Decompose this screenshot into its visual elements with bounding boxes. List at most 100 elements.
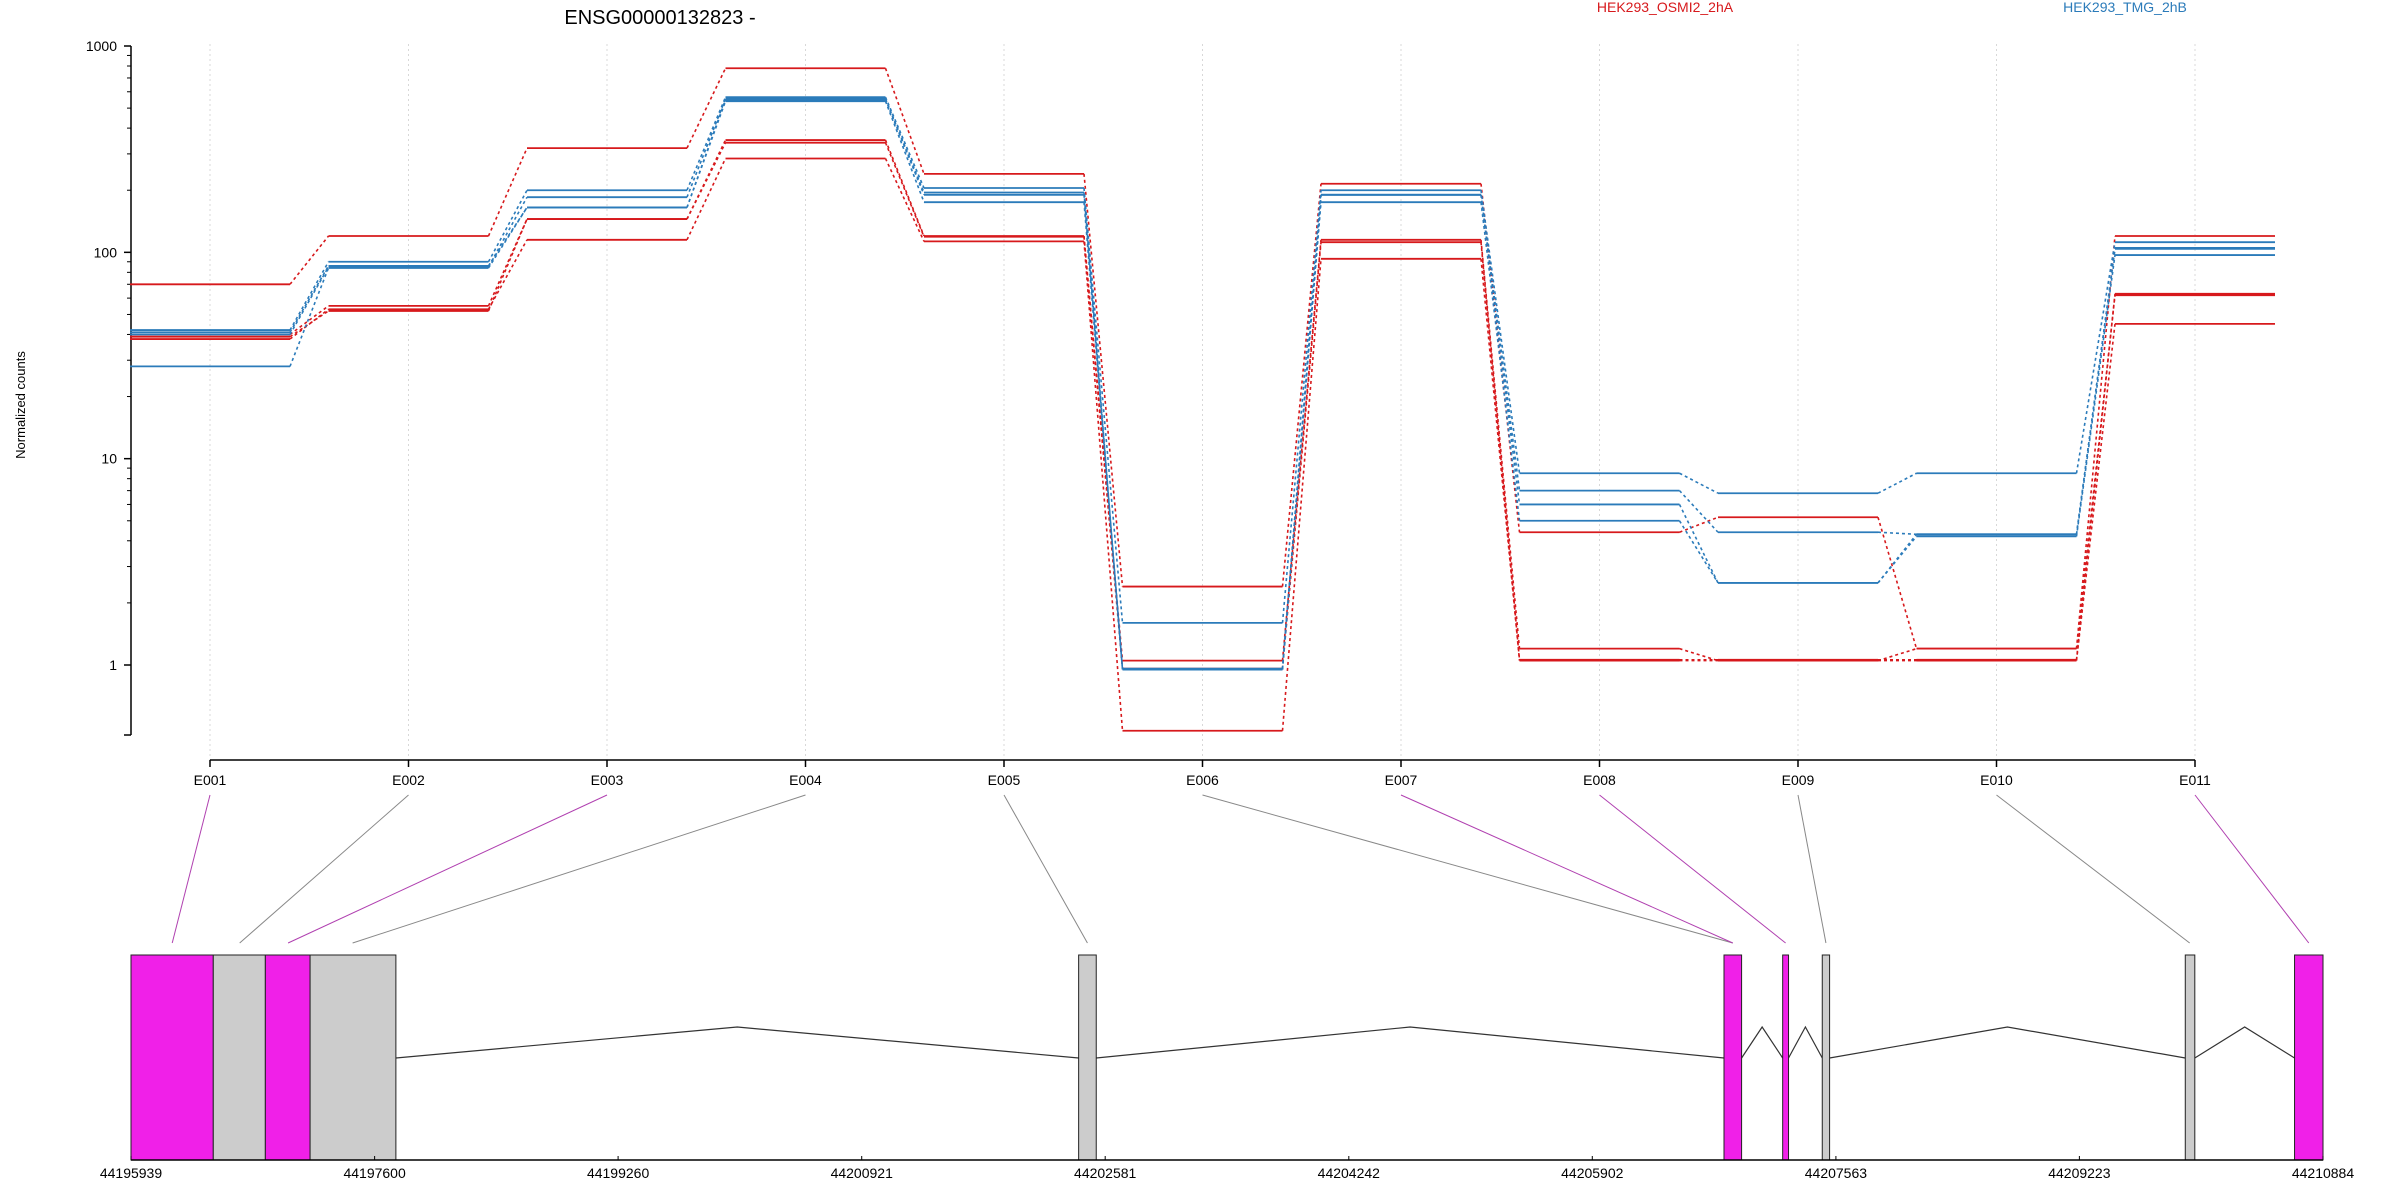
series-lines	[130, 67, 2275, 732]
intron-line	[1096, 1026, 1725, 1059]
series-connector	[686, 142, 727, 220]
series-connector	[1480, 239, 1521, 649]
x-axis: E001 E002 E003 E004 E005 E006 E007 E008 E009 E010…	[194, 759, 2211, 788]
exon-block	[1078, 954, 1097, 1161]
series-connector	[487, 207, 528, 269]
series-connector	[884, 99, 925, 196]
connector-line	[287, 794, 608, 944]
legend-entry-a: HEK293_OSMI2_2hA	[1597, 0, 1734, 15]
series-connector	[686, 158, 727, 241]
connector-line	[1003, 794, 1088, 944]
series-connector	[289, 310, 329, 338]
series-connector	[686, 98, 727, 198]
connector-line	[1599, 794, 1786, 944]
x-tick-label: E011	[2179, 772, 2211, 788]
x-tick-label: E010	[1980, 772, 2013, 788]
series-connector	[884, 96, 925, 189]
series-connector	[686, 67, 727, 149]
x-tick-label: E003	[591, 772, 624, 788]
exon-connectors	[171, 794, 2310, 944]
coord-tick-label: 44210884	[2292, 1165, 2355, 1181]
y-tick-label: 1000	[86, 38, 117, 54]
intron-line	[395, 1026, 1079, 1059]
series-connector	[1083, 173, 1124, 587]
gene-model	[130, 954, 2324, 1161]
series-connector	[1083, 187, 1124, 623]
series-connector	[1877, 472, 1917, 494]
exon-block	[1782, 954, 1790, 1161]
connector-line	[2194, 794, 2310, 944]
series-connector	[487, 218, 528, 307]
coord-tick-label: 44195939	[100, 1165, 163, 1181]
coord-tick-label: 44209223	[2048, 1165, 2111, 1181]
series-connector	[1281, 242, 1322, 669]
y-axis-label: Normalized counts	[13, 351, 28, 459]
coord-tick-label: 44204242	[1318, 1165, 1381, 1181]
series-connector	[289, 266, 330, 335]
gridlines	[209, 44, 2196, 760]
series-connector	[1480, 258, 1521, 661]
series-connector	[487, 218, 528, 312]
series-connector	[289, 308, 329, 340]
exon-block	[212, 954, 266, 1161]
series-connector	[1281, 258, 1322, 731]
y-tick-label: 10	[101, 451, 117, 467]
series-connector	[1679, 472, 1719, 494]
series-connector	[289, 267, 330, 367]
series-connector	[1877, 535, 1918, 584]
series-connector	[884, 100, 925, 203]
x-tick-label: E006	[1186, 772, 1219, 788]
coord-tick-label: 44207563	[1805, 1165, 1868, 1181]
series-connector	[1877, 517, 1918, 649]
series-connector	[1281, 202, 1322, 669]
legend-entry-b: HEK293_TMG_2hB	[2063, 0, 2187, 15]
exon-block	[264, 954, 311, 1161]
series-connector	[1480, 202, 1521, 521]
exon-block	[2294, 954, 2324, 1161]
series-connector	[1480, 190, 1521, 474]
series-connector	[1678, 520, 1719, 584]
series-connector	[884, 67, 925, 175]
x-tick-label: E008	[1583, 772, 1616, 788]
series-connector	[1877, 647, 1917, 662]
connector-line	[1202, 794, 1733, 944]
series-connector	[2075, 293, 2116, 660]
exon-block	[1821, 954, 1831, 1161]
series-connector	[487, 189, 528, 263]
series-connector	[289, 265, 330, 333]
exon-block	[309, 954, 397, 1161]
coord-tick-label: 44199260	[587, 1165, 650, 1181]
series-connector	[2075, 254, 2116, 537]
series-connector	[1679, 516, 1719, 533]
series-connector	[1480, 242, 1521, 660]
series-connector	[1679, 647, 1719, 662]
connector-line	[239, 794, 409, 944]
series-5	[130, 96, 2275, 624]
series-connector	[884, 158, 925, 242]
connector-line	[1996, 794, 2190, 944]
series-connector	[1877, 531, 1917, 536]
intron-line	[2194, 1026, 2295, 1059]
series-connector	[686, 96, 727, 191]
series-connector	[289, 261, 330, 331]
series-connector	[1480, 194, 1521, 505]
y-tick-label: 1	[109, 657, 117, 673]
chart-title: ENSG00000132823 -	[564, 7, 755, 29]
series-connector	[1678, 504, 1719, 584]
y-axis: 1000 100 10 1	[86, 38, 132, 736]
exon-block	[2184, 954, 2196, 1161]
series-connector	[1083, 241, 1124, 731]
coord-tick-label: 44205902	[1561, 1165, 1624, 1181]
series-connector	[1083, 202, 1124, 669]
y-tick-label: 100	[94, 244, 118, 260]
coord-tick-label: 44202581	[1074, 1165, 1137, 1181]
coordinate-axis: 44195939 44197600 44199260 44200921 44202581…	[100, 1156, 2355, 1181]
x-tick-label: E005	[988, 772, 1021, 788]
intron-line	[1829, 1026, 2186, 1059]
connector-line	[1797, 794, 1827, 944]
x-tick-label: E001	[194, 772, 227, 788]
intron-line	[1788, 1025, 1823, 1059]
coord-tick-label: 44200921	[831, 1165, 894, 1181]
connector-line	[352, 794, 806, 944]
